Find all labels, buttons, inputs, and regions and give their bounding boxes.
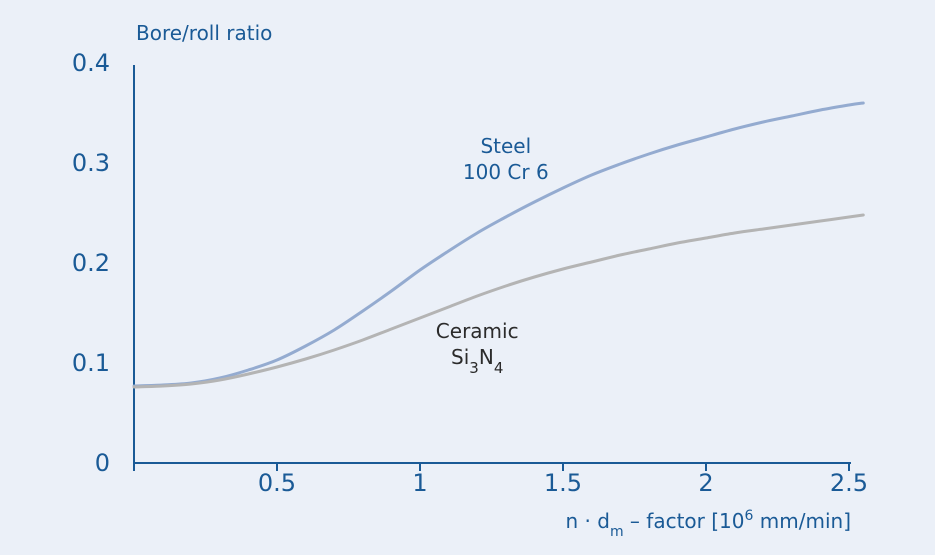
- y-axis-label: Bore/roll ratio: [136, 21, 272, 45]
- series-line-ceramic: [132, 213, 865, 389]
- x-tick-label: 1.5: [544, 469, 582, 497]
- label-ceramic: Ceramic: [436, 319, 519, 343]
- x-label-suffix: mm/min]: [753, 509, 851, 533]
- x-axis-label: n · dm – factor [106 mm/min]: [565, 508, 851, 540]
- x-tick-label: 1: [412, 469, 427, 497]
- y-tick-label: 0.3: [72, 149, 110, 177]
- x-label-middle: – factor [10: [624, 509, 745, 533]
- label-ceramic-formula: Si3N4: [451, 345, 503, 377]
- series-layer: [132, 101, 865, 389]
- label-steel: 100 Cr 6: [463, 160, 549, 184]
- series-line-steel: [132, 101, 865, 388]
- y-tick-label: 0.1: [72, 349, 110, 377]
- label-steel: Steel: [480, 134, 531, 158]
- y-tick-label: 0.4: [72, 49, 110, 77]
- y-tick-label: 0: [95, 449, 110, 477]
- x-label-prefix: n · d: [565, 509, 609, 533]
- y-tick-label: 0.2: [72, 249, 110, 277]
- x-tick-label: 2.5: [830, 469, 868, 497]
- x-label-subscript: m: [610, 524, 624, 540]
- y-tick-labels: 0 0.1 0.2 0.3 0.4: [72, 49, 110, 477]
- x-tick-label: 0.5: [258, 469, 296, 497]
- x-tick-labels: 0.5 1 1.5 2 2.5: [258, 463, 868, 497]
- x-tick-label: 2: [698, 469, 713, 497]
- x-label-superscript: 6: [745, 508, 754, 524]
